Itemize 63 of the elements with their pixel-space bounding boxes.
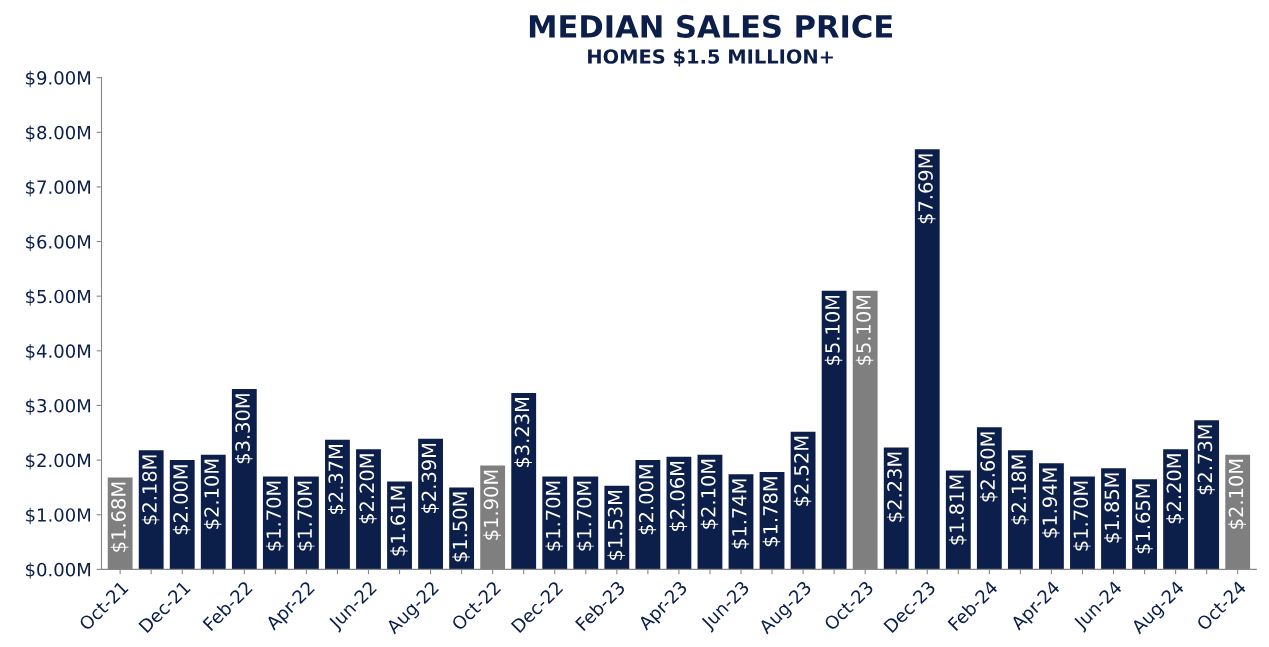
bar [231,389,257,570]
bar [325,439,350,570]
bar [821,290,847,570]
bar [138,450,164,570]
data-label: $3.23M [514,398,532,467]
bar [511,392,537,570]
data-label: $1.70M [545,481,563,551]
bar [356,449,381,570]
data-label: $1.68M [110,482,129,552]
data-label: $1.78M [762,477,781,547]
data-label: $5.10M [855,295,874,365]
bar [1007,450,1033,570]
y-tick-label: $0.00M [26,562,91,579]
chart-title: MEDIAN SALES PRICE [529,14,892,38]
y-tick-label: $1.00M [26,507,91,525]
y-tick-label: $4.00M [26,343,91,361]
data-label: $3.30M [234,394,253,464]
data-label: $1.94M [1042,468,1060,538]
y-tick-label: $5.00M [26,289,91,306]
bar [976,427,1002,570]
data-label: $2.60M [979,432,998,502]
data-label: $1.70M [296,481,315,551]
data-label: $5.10M [824,295,843,365]
data-label: $1.74M [731,479,750,549]
chart-subtitle: HOMES $1.5 MILLION+ [588,48,833,67]
bar [1163,449,1189,570]
data-label: $1.70M [1073,481,1091,551]
data-label: $2.00M [638,465,657,535]
data-label: $1.53M [607,490,626,560]
data-label: $2.10M [203,459,222,529]
bar [418,438,443,570]
y-tick-label: $9.00M [26,70,91,88]
data-label: $1.61M [390,486,408,556]
data-label: $2.37M [328,445,346,514]
data-label: $2.00M [172,465,191,535]
bar [790,431,816,570]
data-label: $2.20M [359,454,377,524]
data-label: $1.90M [483,470,501,540]
data-label: $2.10M [1228,459,1246,529]
data-label: $1.65M [1135,484,1153,554]
data-label: $1.70M [576,481,595,551]
y-tick-label: $6.00M [26,234,91,252]
data-label: $2.10M [700,459,719,529]
data-label: $2.20M [1166,454,1184,524]
data-label: $2.06M [669,461,688,531]
y-tick-label: $3.00M [26,398,91,415]
data-label: $2.18M [1010,455,1029,525]
y-tick-label: $7.00M [26,180,91,197]
data-label: $2.39M [421,443,439,513]
data-label: $2.23M [886,452,905,522]
data-label: $2.73M [1197,425,1215,495]
data-label: $7.69M [917,154,936,224]
data-label: $2.18M [141,455,160,525]
y-tick-label: $8.00M [26,125,91,142]
bar [1194,420,1220,570]
data-label: $1.85M [1104,473,1122,543]
data-label: $1.50M [452,492,470,562]
data-label: $2.52M [793,436,812,506]
bar [1039,463,1064,570]
y-tick-label: $2.00M [26,453,91,470]
data-label: $1.70M [265,481,284,551]
bar [914,149,940,570]
data-label: $1.81M [948,475,967,545]
